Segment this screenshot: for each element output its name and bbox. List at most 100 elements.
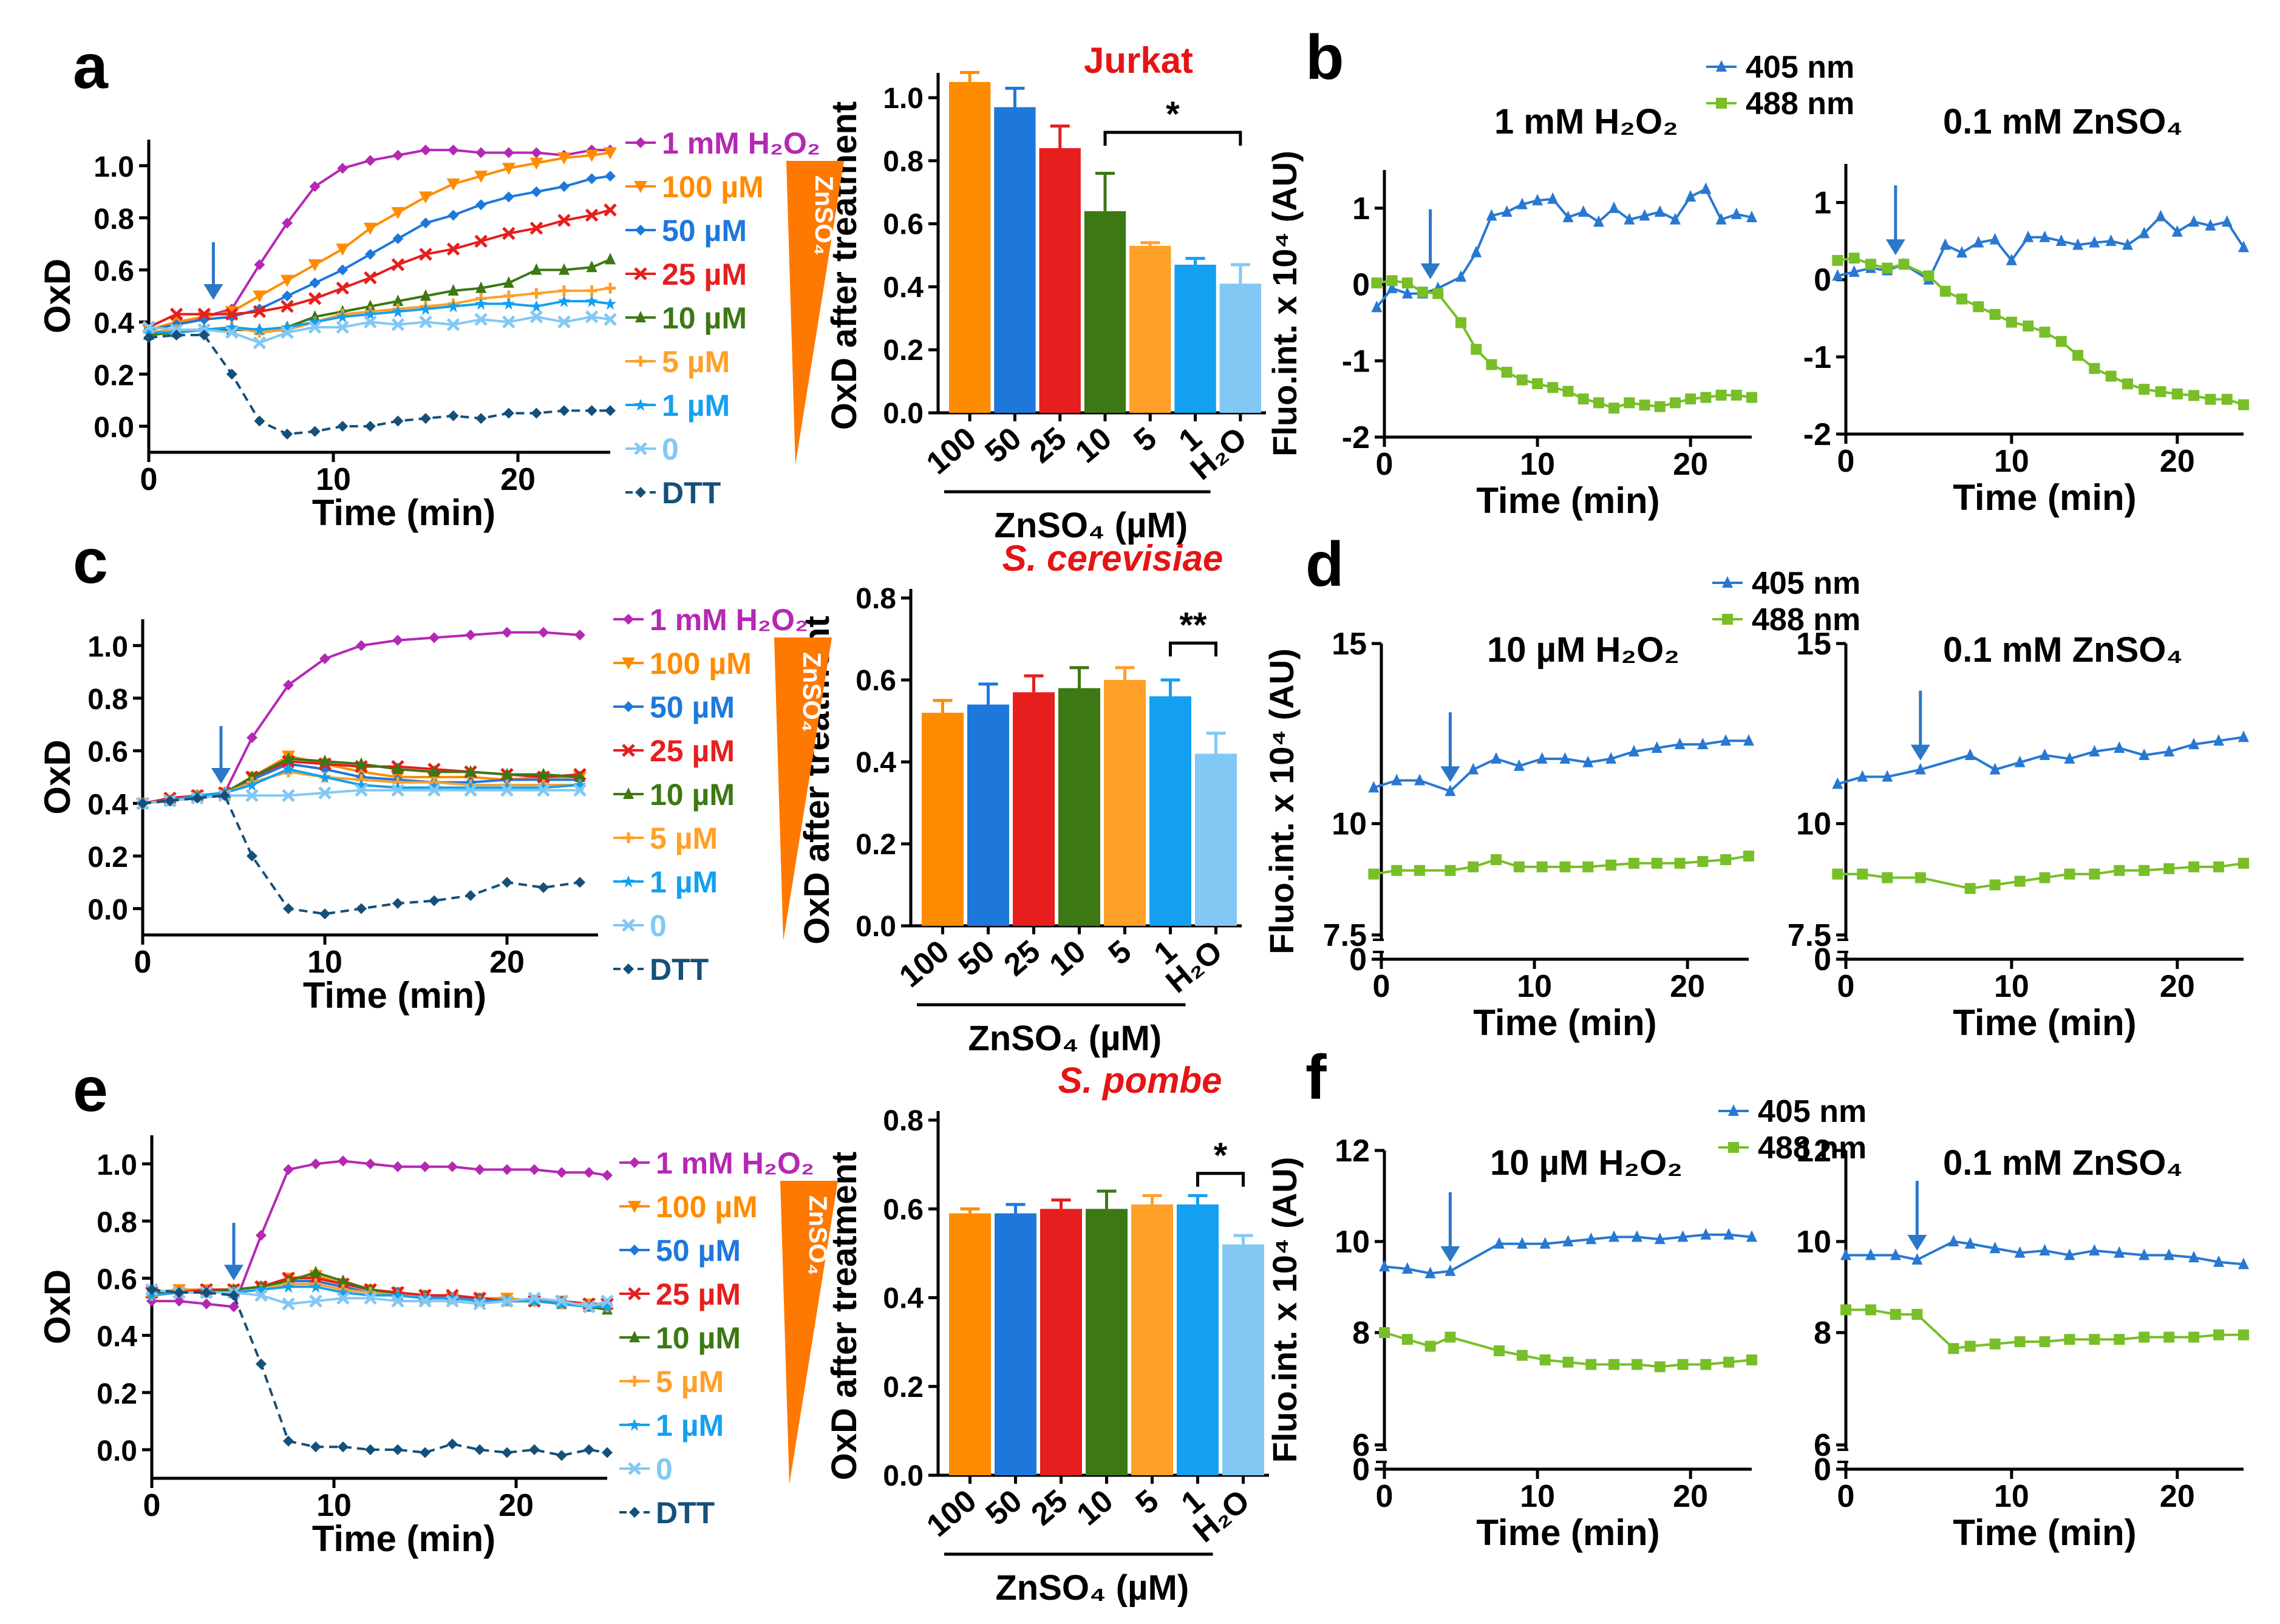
bar-2 <box>1039 148 1081 413</box>
data-point-nm405 <box>1989 763 2001 775</box>
data-point-h2o2 <box>356 640 367 651</box>
legend-label-nm488: 488 nm <box>1758 1130 1867 1166</box>
data-point-z25 <box>336 281 349 295</box>
data-point-nm488 <box>1882 262 1893 274</box>
data-point-z100 <box>281 274 294 287</box>
data-point-nm405 <box>1989 1242 2001 1254</box>
x-axis-label: Time (min) <box>1953 477 2136 518</box>
data-point-nm488 <box>1468 861 1479 872</box>
bar-6 <box>1219 284 1262 413</box>
data-point-z0 <box>391 318 405 331</box>
data-point-nm488 <box>2188 390 2200 401</box>
data-point-dtt <box>465 890 476 901</box>
x-tick-label: 0 <box>1373 969 1390 1004</box>
data-point-z0 <box>254 1288 268 1302</box>
data-point-z1 <box>474 1295 486 1308</box>
x-axis-label: ZnSO₄ (µM) <box>994 506 1188 545</box>
y-tick-label: 1.0 <box>87 631 128 663</box>
legend-label-z50: 50 µM <box>650 690 735 724</box>
data-point-nm405 <box>2213 1255 2225 1267</box>
data-point-z1 <box>465 781 477 794</box>
x-tick-label: 0 <box>143 1488 161 1523</box>
y-tick-label: 1.0 <box>97 1149 137 1181</box>
data-point-z100 <box>474 171 488 183</box>
data-point-nm405 <box>1401 287 1413 299</box>
data-point-z10 <box>364 299 376 311</box>
data-point-z0 <box>502 315 516 329</box>
data-point-nm405 <box>1948 1235 1959 1246</box>
data-point-z0 <box>282 789 295 803</box>
data-point-dtt <box>605 405 616 416</box>
legend-label-z100: 100 µM <box>662 170 764 204</box>
data-point-nm488 <box>2188 1331 2200 1343</box>
data-point-nm488 <box>1654 1361 1666 1373</box>
y-tick-label: 10 <box>1332 807 1367 842</box>
legend-marker-nm488 <box>1722 614 1733 625</box>
data-point-dtt <box>282 428 293 440</box>
data-point-z10 <box>310 1266 321 1277</box>
data-point-nm405 <box>1532 194 1543 206</box>
data-point-h2o2 <box>574 630 585 640</box>
significance-bracket <box>1169 641 1217 657</box>
x-tick-label: 10 <box>316 462 351 497</box>
data-point-nm405 <box>1513 759 1525 771</box>
legend-c: 1 mM H₂O₂ 100 µM 50 µM 25 µM 10 µM 5 µM 1 µM 0 D… <box>613 603 832 987</box>
data-point-nm405 <box>1547 192 1559 204</box>
y-tick-label: 1.0 <box>94 151 134 183</box>
data-point-dtt <box>310 1441 321 1453</box>
y-tick-label: 0.4 <box>856 747 896 779</box>
data-point-z0 <box>500 1294 514 1308</box>
data-point-dtt <box>143 332 154 344</box>
legend-marker-z5 <box>635 356 646 367</box>
data-point-z25 <box>557 214 571 227</box>
legend-marker-z1 <box>635 399 647 411</box>
x-tick-label: 10 <box>1994 1479 2029 1514</box>
data-point-nm405 <box>2238 730 2249 742</box>
chart-f-h2o2: 0 10 20 06 8 10 12 Time (min) Fluo.int. x 10⁴ (A… <box>1265 1133 1757 1553</box>
data-point-h2o2 <box>447 144 459 156</box>
data-point-dtt <box>254 415 265 427</box>
legend-a: 1 mM H₂O₂ 100 µM 50 µM 25 µM 10 µM 5 µM 1 µM 0 D… <box>625 126 844 510</box>
data-point-nm488 <box>1516 374 1528 386</box>
data-point-z50 <box>364 248 376 260</box>
x-axis-label: Time (min) <box>1476 1512 1659 1553</box>
x-tick-label: 10 <box>1520 447 1555 482</box>
series-line-h2o2 <box>152 1160 608 1308</box>
treatment-arrow-head <box>1440 1246 1460 1262</box>
data-point-nm488 <box>1516 1350 1528 1361</box>
data-point-nm405 <box>2188 738 2200 750</box>
data-point-h2o2 <box>282 217 293 229</box>
data-point-nm405 <box>2039 748 2050 760</box>
data-point-z100 <box>308 259 322 271</box>
legend-marker-nm405 <box>1722 576 1733 588</box>
y-tick-label: -2 <box>1342 420 1370 455</box>
data-point-h2o2 <box>392 634 403 646</box>
data-point-nm405 <box>2188 215 2200 227</box>
data-point-nm488 <box>1898 259 1910 270</box>
data-point-nm405 <box>1964 748 1976 760</box>
data-point-z25 <box>604 203 617 217</box>
bar-5 <box>1149 696 1191 926</box>
data-point-nm488 <box>1417 287 1429 298</box>
panel-letter-f: f <box>1305 1042 1327 1113</box>
data-point-z1 <box>447 300 460 313</box>
data-point-dtt <box>392 415 404 427</box>
data-point-h2o2 <box>338 1155 349 1167</box>
data-point-nm405 <box>1743 734 1754 746</box>
data-point-z5 <box>559 285 570 296</box>
data-point-dtt <box>503 407 514 419</box>
data-point-dtt <box>584 1444 594 1455</box>
data-point-nm488 <box>1746 392 1757 403</box>
legend-label-h2o2: 1 mM H₂O₂ <box>656 1146 814 1180</box>
data-point-nm405 <box>1445 784 1456 797</box>
series-line-nm488 <box>1384 1331 1752 1368</box>
data-point-z100 <box>419 191 432 204</box>
data-point-z0 <box>537 783 550 797</box>
data-point-nm405 <box>1536 752 1548 764</box>
data-point-z100 <box>604 147 617 160</box>
data-point-z1 <box>310 1280 322 1293</box>
data-point-nm488 <box>1700 1359 1712 1370</box>
y-tick-label: 0.0 <box>87 894 128 926</box>
data-point-nm488 <box>2213 861 2225 872</box>
data-point-z0 <box>245 789 259 803</box>
